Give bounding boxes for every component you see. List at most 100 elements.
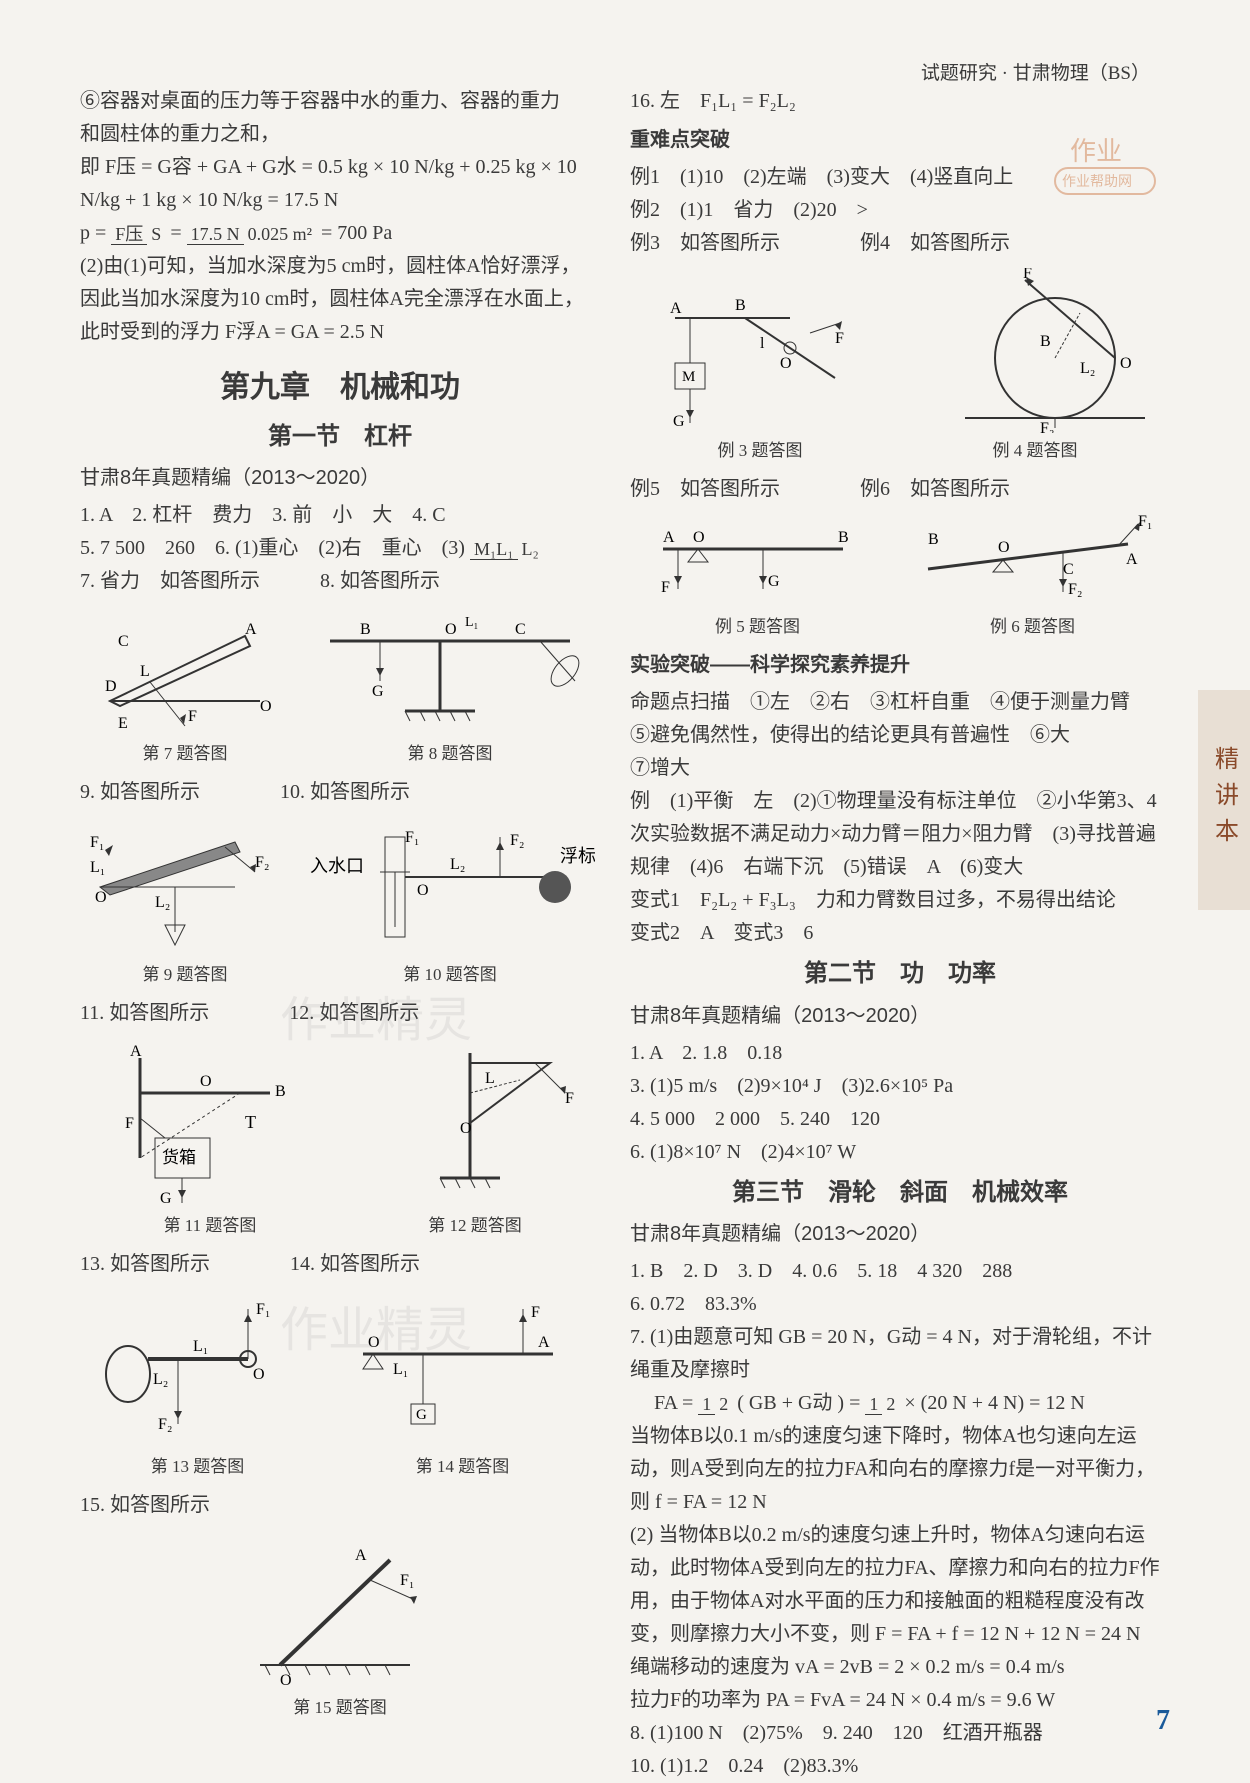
svg-text:F₂: F₂ — [158, 1416, 172, 1433]
svg-text:F₂: F₂ — [1040, 420, 1054, 433]
text-line: 命题点扫描 ①左 ②右 ③杠杆自重 ④便于测量力臂 — [630, 686, 1170, 719]
svg-text:O: O — [368, 1334, 380, 1351]
intro-line: ⑥容器对桌面的压力等于容器中水的重力、容器的重力 — [80, 85, 600, 118]
chapter-title: 第九章 机械和功 — [80, 363, 600, 413]
pressure-equation: p = F压S = 17.5 N0.025 m² = 700 Pa — [80, 217, 600, 250]
left-column: ⑥容器对桌面的压力等于容器中水的重力、容器的重力 和圆柱体的重力之和， 即 F压… — [80, 85, 600, 1783]
eq-part: p = — [80, 222, 106, 244]
fig-label: 第 9 题答图 — [143, 965, 228, 984]
svg-text:O: O — [280, 1672, 292, 1689]
svg-text:O: O — [1120, 355, 1132, 372]
svg-text:C: C — [515, 621, 526, 638]
svg-text:A: A — [355, 1547, 367, 1564]
figure-10: 入水口 O L₂ F₂ 浮标 F₁ 第 10 题答图 — [305, 817, 595, 989]
svg-text:L₂: L₂ — [155, 894, 170, 911]
fraction: 17.5 N0.025 m² — [187, 220, 316, 250]
fig-label: 例 6 题答图 — [990, 617, 1075, 636]
answer-line: 7. 省力 如答图所示 8. 如答图所示 — [80, 565, 600, 598]
fraction: M₁L₁L₂ — [470, 535, 543, 565]
figure-8: G B O C L₁ 第 8 题答图 — [310, 606, 590, 768]
text-line: ⑤避免偶然性，使得出的结论更具有普遍性 ⑥大 — [630, 719, 1170, 752]
fraction: F压S — [111, 220, 165, 250]
svg-text:L: L — [140, 663, 150, 680]
fig-label: 第 12 题答图 — [428, 1216, 522, 1235]
svg-text:F: F — [565, 1090, 574, 1107]
side-tab: 精讲本 — [1198, 690, 1250, 910]
svg-text:F₂: F₂ — [255, 854, 269, 871]
watermark-stamp: 作业 作业帮助网 — [1050, 130, 1160, 200]
svg-text:O: O — [417, 882, 429, 899]
svg-text:C: C — [1063, 561, 1074, 578]
answer-line: 3. (1)5 m/s (2)9×10⁴ J (3)2.6×10⁵ Pa — [630, 1070, 1170, 1103]
answer-line: 当物体B以0.1 m/s的速度匀速下降时，物体A也匀速向左运动，则A受到向左的拉… — [630, 1420, 1170, 1519]
note-2: (2)由(1)可知，当加水深度为5 cm时，圆柱体A恰好漂浮，因此当加水深度为1… — [80, 250, 600, 349]
svg-text:A: A — [538, 1334, 550, 1351]
figure-ex4: F B L₂ O F₂ 例 4 题答图 — [915, 268, 1155, 465]
svg-text:G: G — [416, 1407, 427, 1423]
svg-text:L₁: L₁ — [193, 1338, 208, 1355]
example-main: 例 (1)平衡 左 (2)①物理量没有标注单位 ②小华第3、4次实验数据不满足动… — [630, 785, 1170, 884]
svg-text:C: C — [118, 633, 129, 650]
svg-text:O: O — [253, 1366, 265, 1383]
svg-text:O: O — [200, 1073, 212, 1090]
eq-part: = 700 Pa — [321, 222, 392, 244]
figure-7: C A D L F O E 第 7 题答图 — [90, 606, 280, 768]
svg-text:L₂: L₂ — [450, 856, 465, 873]
main-content: ⑥容器对桌面的压力等于容器中水的重力、容器的重力 和圆柱体的重力之和， 即 F压… — [80, 85, 1190, 1783]
svg-text:O: O — [460, 1120, 472, 1137]
answer-line: 7. (1)由题意可知 GB = 20 N，G动 = 4 N，对于滑轮组，不计绳… — [630, 1321, 1170, 1387]
answer-line: 9. 如答图所示 10. 如答图所示 — [80, 776, 600, 809]
answer-line: 5. 7 500 260 6. (1)重心 (2)右 重心 (3) M₁L₁L₂ — [80, 532, 600, 565]
answer-line: 16. 左 F₁L₁ = F₂L₂ — [630, 85, 1170, 118]
fig-label: 第 14 题答图 — [416, 1457, 510, 1476]
svg-text:G: G — [768, 573, 780, 590]
svg-text:F₂: F₂ — [510, 832, 524, 849]
answer-line: 15. 如答图所示 — [80, 1489, 600, 1522]
svg-text:F: F — [531, 1304, 540, 1321]
svg-text:D: D — [105, 678, 117, 695]
svg-text:l: l — [760, 335, 765, 352]
gansu-heading: 甘肃8年真题精编（2013～2020） — [630, 1000, 1170, 1033]
example-line: 例3 如答图所示 例4 如答图所示 — [630, 227, 1170, 260]
text-line: ⑦增大 — [630, 752, 1170, 785]
right-column: 16. 左 F₁L₁ = F₂L₂ 重难点突破 例1 (1)10 (2)左端 (… — [630, 85, 1170, 1783]
svg-text:L₂: L₂ — [153, 1371, 168, 1388]
subheading: 实验突破——科学探究素养提升 — [630, 649, 1170, 682]
svg-text:B: B — [360, 621, 371, 638]
intro-line: 即 F压 = G容 + GA + G水 = 0.5 kg × 10 N/kg +… — [80, 151, 600, 184]
figure-row-7-8: C A D L F O E 第 7 题答图 G — [80, 606, 600, 768]
svg-text:L₁: L₁ — [465, 615, 478, 630]
answer-line: 绳端移动的速度为 vA = 2vB = 2 × 0.2 m/s = 0.4 m/… — [630, 1651, 1170, 1684]
svg-text:O: O — [95, 889, 107, 906]
figure-13: F₁ L₁ O F₂ L₂ 第 13 题答图 — [98, 1289, 298, 1481]
figure-ex6: B O A C F₁ F₂ 例 6 题答图 — [908, 514, 1158, 641]
svg-text:B: B — [838, 529, 849, 546]
svg-text:O: O — [998, 539, 1010, 556]
svg-text:L₂: L₂ — [1080, 360, 1095, 377]
svg-text:F: F — [188, 708, 197, 725]
section-title: 第一节 杠杆 — [80, 417, 600, 457]
svg-text:T: T — [245, 1112, 256, 1132]
svg-text:O: O — [445, 621, 457, 638]
svg-text:A: A — [670, 300, 682, 317]
svg-text:O: O — [693, 529, 705, 546]
answer-line: 拉力F的功率为 PA = FvA = 24 N × 0.4 m/s = 9.6 … — [630, 1684, 1170, 1717]
example-line: 例5 如答图所示 例6 如答图所示 — [630, 473, 1170, 506]
gansu-heading: 甘肃8年真题精编（2013～2020） — [630, 1218, 1170, 1251]
svg-text:入水口: 入水口 — [310, 856, 364, 876]
svg-text:A: A — [245, 621, 257, 638]
fig-label: 第 13 题答图 — [151, 1457, 245, 1476]
fig-label: 例 5 题答图 — [715, 617, 800, 636]
figure-row-15: A O F₁ 第 15 题答图 — [80, 1530, 600, 1722]
figure-9: F₁ L₁ O L₂ F₂ 第 9 题答图 — [85, 817, 285, 989]
figure-row-11-12: A O B T 货箱 F G 第 11 题答图 — [80, 1038, 600, 1240]
svg-text:作业帮助网: 作业帮助网 — [1062, 174, 1132, 190]
svg-text:A: A — [1126, 551, 1138, 568]
answer-line: 8. (1)100 N (2)75% 9. 240 120 红酒开瓶器 — [630, 1717, 1170, 1750]
answer-line: 1. A 2. 1.8 0.18 — [630, 1037, 1170, 1070]
figure-row-9-10: F₁ L₁ O L₂ F₂ 第 9 题答图 入水口 — [80, 817, 600, 989]
svg-text:B: B — [1040, 333, 1051, 350]
fig-label: 例 4 题答图 — [993, 441, 1078, 460]
answer-line: 4. 5 000 2 000 5. 240 120 — [630, 1103, 1170, 1136]
answer-line: 1. A 2. 杠杆 费力 3. 前 小 大 4. C — [80, 499, 600, 532]
